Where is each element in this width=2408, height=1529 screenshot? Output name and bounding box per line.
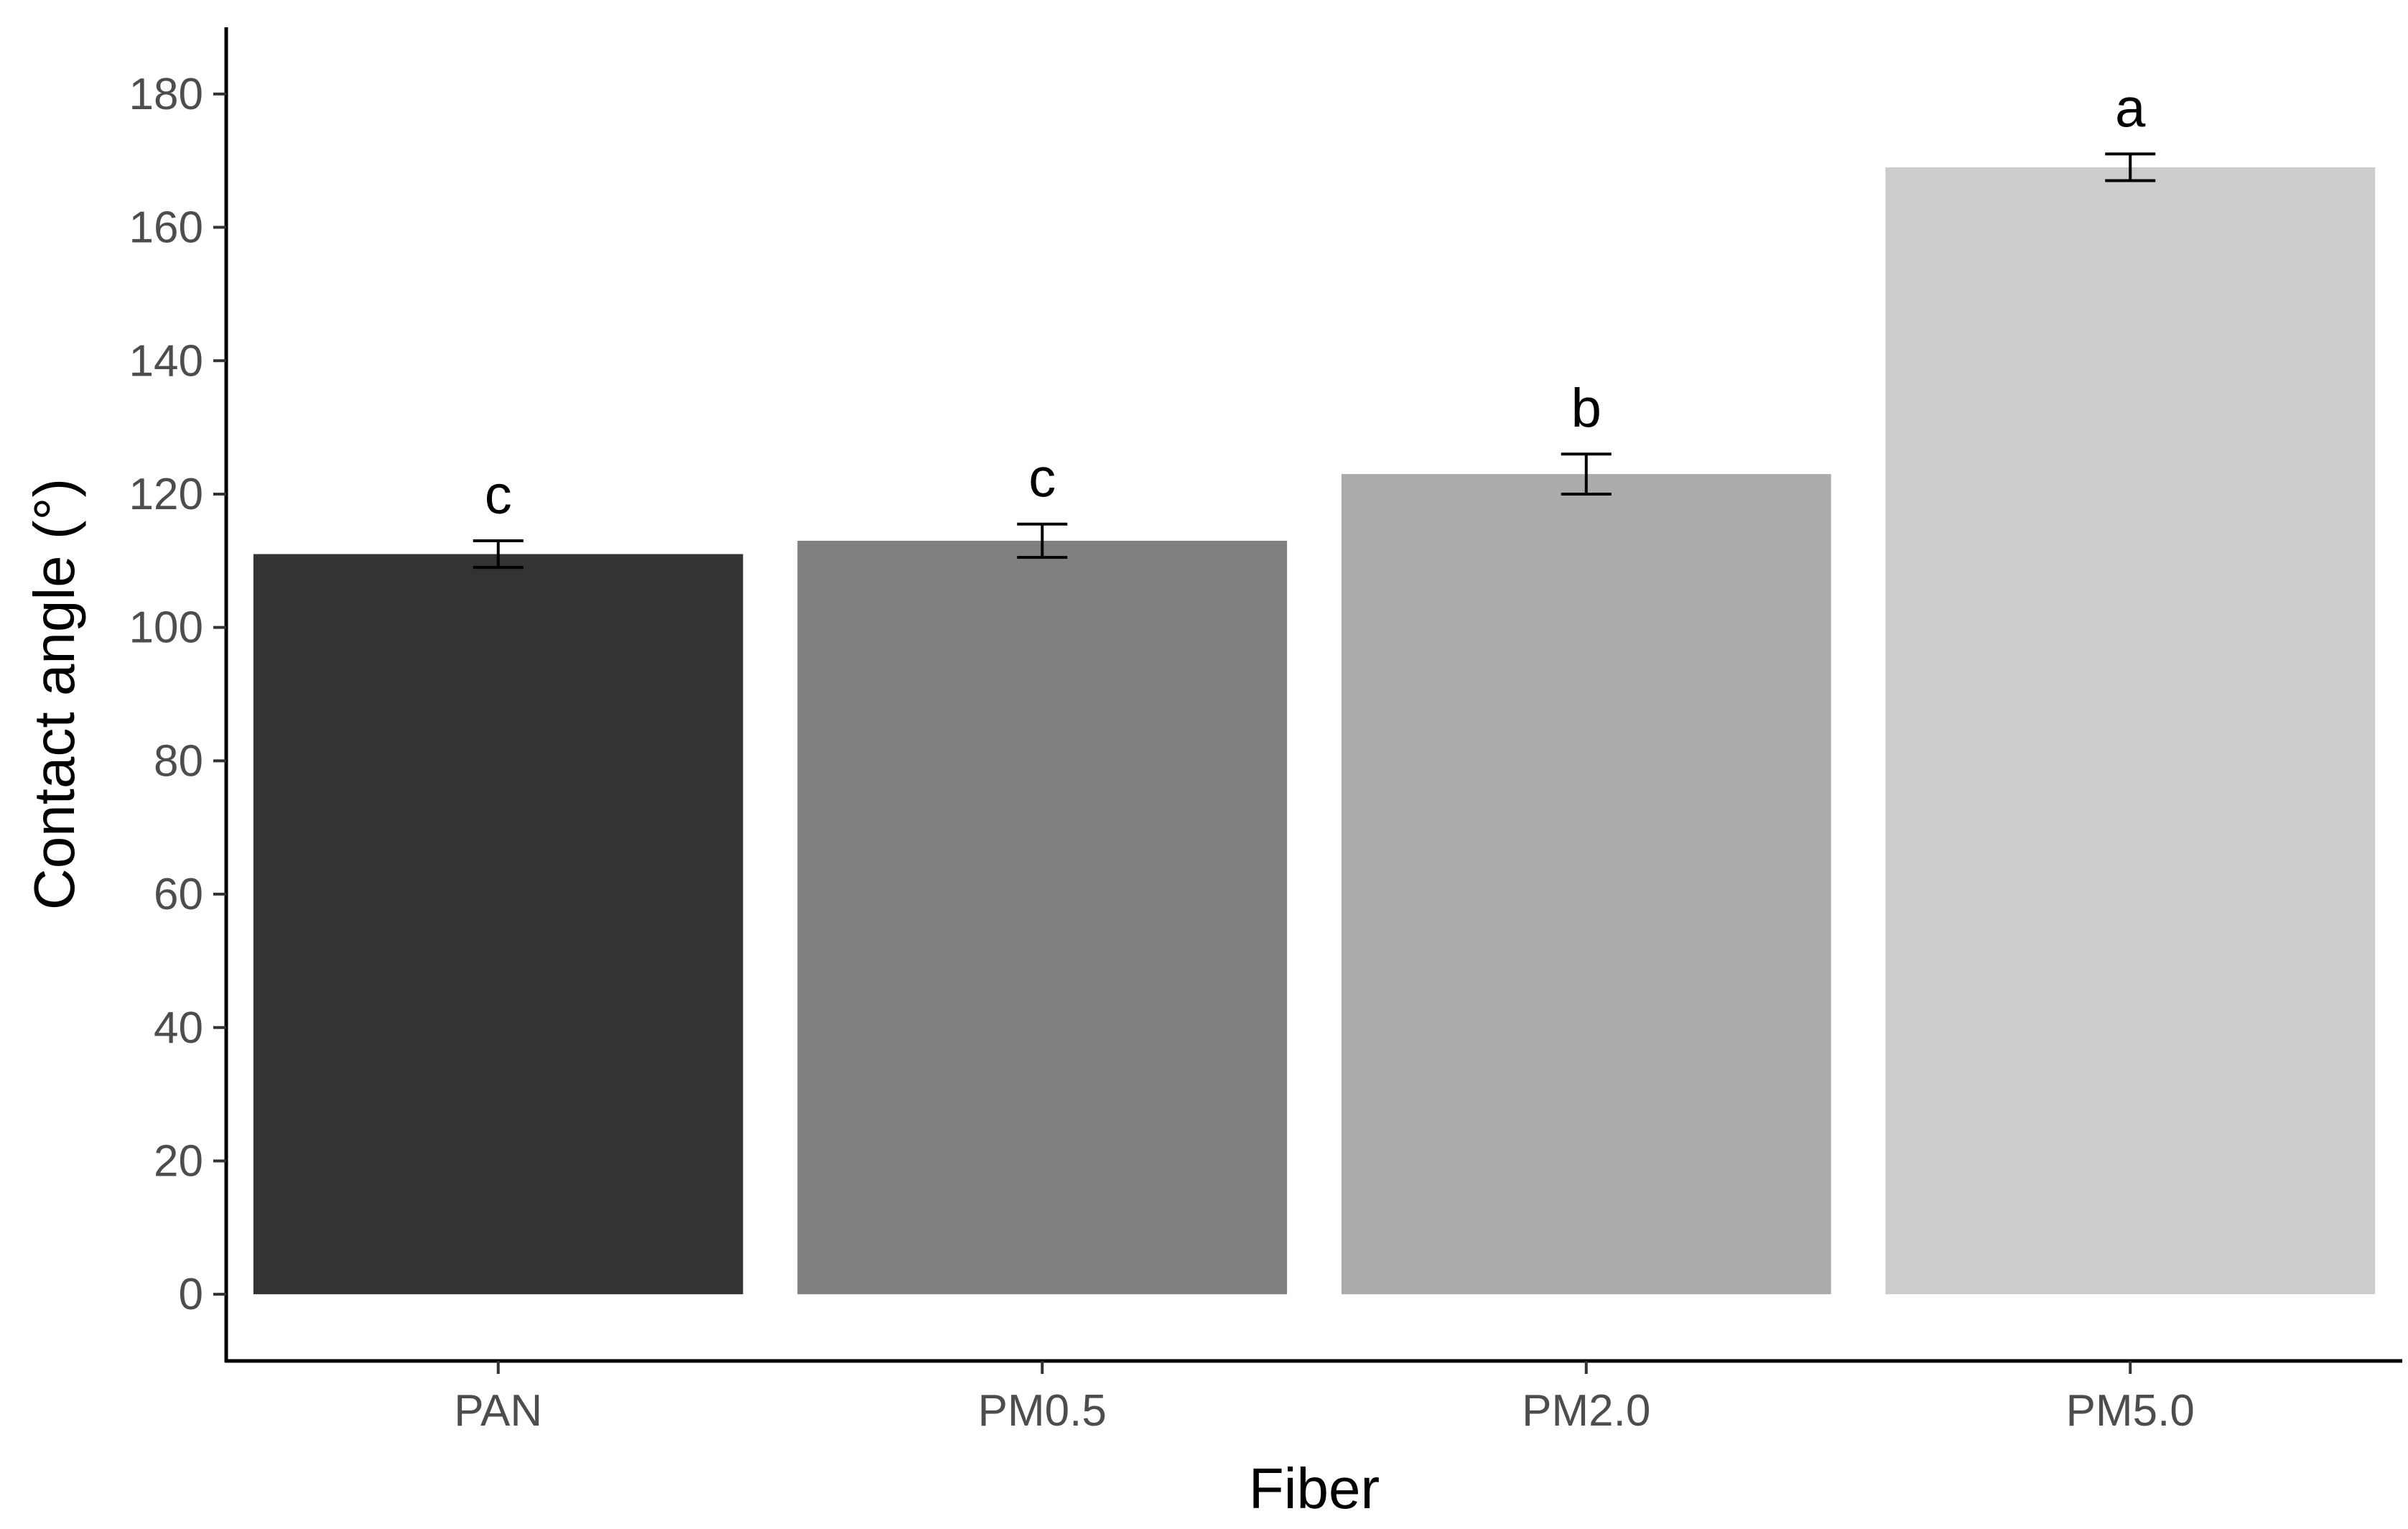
y-tick-label: 40 <box>154 1003 203 1053</box>
x-ticks-layer: PAN PM0.5 PM2.0 PM5.0 <box>454 1361 2195 1436</box>
y-tick-label: 20 <box>154 1136 203 1186</box>
x-tick-label: PM2.0 <box>1522 1386 1650 1436</box>
y-tick-label: 60 <box>154 870 203 919</box>
significance-label: c <box>485 465 512 526</box>
bar-pan <box>253 554 743 1295</box>
significance-label: c <box>1028 448 1056 509</box>
x-tick-label: PM5.0 <box>2066 1386 2195 1436</box>
significance-labels-layer: c c b a <box>485 78 2146 526</box>
y-axis-title: Contact angle (°) <box>22 478 86 910</box>
significance-label: b <box>1571 378 1602 439</box>
y-tick-label: 180 <box>129 70 203 119</box>
bars-layer <box>253 167 2376 1295</box>
y-tick-label: 80 <box>154 736 203 786</box>
x-tick-label: PM0.5 <box>978 1386 1107 1436</box>
bar-pm0-5 <box>797 540 1288 1295</box>
bar-pm5-0 <box>1885 167 2376 1295</box>
y-tick-label: 100 <box>129 603 203 653</box>
y-ticks-layer: 0 20 40 60 80 100 120 140 160 180 <box>129 70 226 1319</box>
x-tick-label: PAN <box>454 1386 542 1436</box>
x-axis-title: Fiber <box>1249 1456 1380 1520</box>
significance-label: a <box>2115 78 2146 139</box>
y-tick-label: 120 <box>129 470 203 519</box>
error-bars-layer <box>473 152 2156 570</box>
bar-pm2-0 <box>1341 474 1831 1295</box>
axes-layer <box>224 27 2402 1363</box>
y-tick-label: 160 <box>129 203 203 253</box>
y-tick-label: 140 <box>129 336 203 386</box>
y-tick-label: 0 <box>179 1270 203 1319</box>
